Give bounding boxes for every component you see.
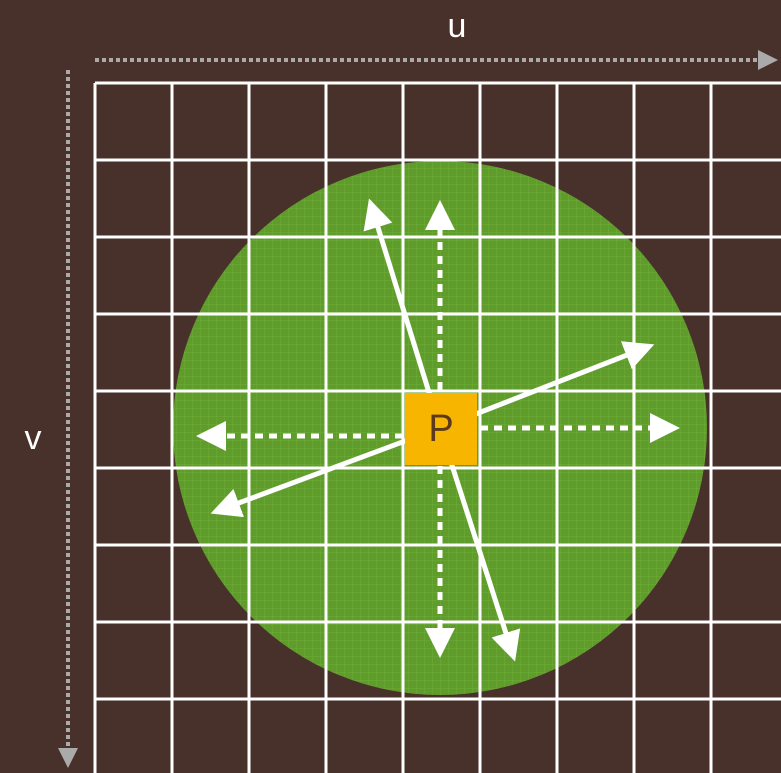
- sample-arrows: [196, 198, 680, 662]
- solid-arrow: [363, 198, 443, 429]
- v-label: v: [25, 419, 42, 457]
- solid-arrow: [437, 427, 521, 662]
- point-label: P: [428, 408, 453, 450]
- point-marker: [405, 393, 477, 465]
- solid-arrow: [210, 425, 441, 518]
- u-label: u: [448, 7, 467, 45]
